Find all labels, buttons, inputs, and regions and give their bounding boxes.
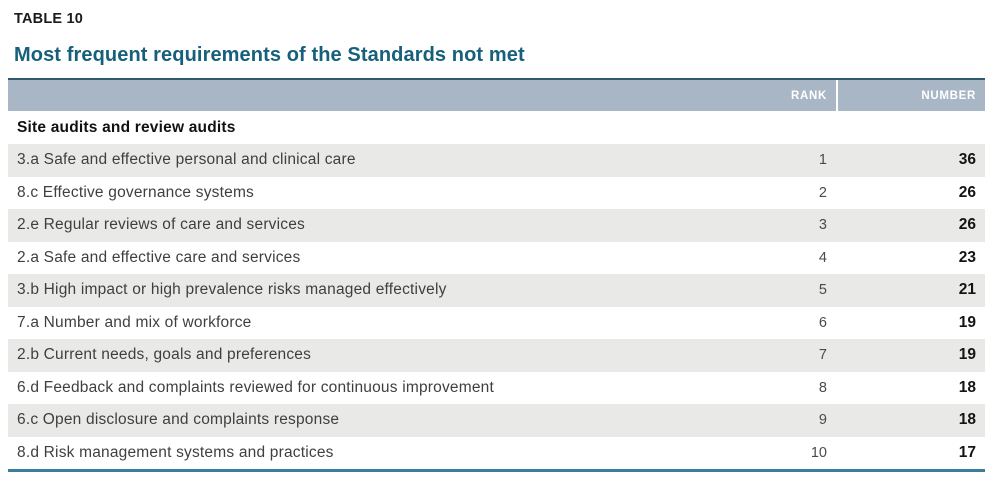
table-row: 8.c Effective governance systems 2 26	[8, 176, 985, 209]
number-cell: 26	[958, 183, 976, 201]
header-number-column: NUMBER	[921, 89, 976, 102]
table-rows: 3.a Safe and effective personal and clin…	[8, 144, 985, 469]
number-cell: 18	[958, 378, 976, 396]
rank-cell: 1	[818, 152, 827, 169]
requirement-cell: 2.b Current needs, goals and preferences	[17, 346, 312, 364]
rank-cell: 8	[818, 379, 827, 396]
number-cell: 19	[958, 346, 976, 364]
table-row: 8.d Risk management systems and practice…	[8, 436, 985, 469]
table-row: 7.a Number and mix of workforce 6 19	[8, 306, 985, 339]
number-cell: 23	[958, 248, 976, 266]
table-title: Most frequent requirements of the Standa…	[14, 44, 525, 66]
requirement-cell: 6.c Open disclosure and complaints respo…	[17, 411, 340, 429]
table-row: 2.a Safe and effective care and services…	[8, 241, 985, 274]
header-column-divider	[836, 80, 838, 111]
rank-cell: 9	[818, 412, 827, 429]
requirement-cell: 2.e Regular reviews of care and services	[17, 216, 305, 234]
standards-not-met-table: RANK NUMBER Site audits and review audit…	[8, 78, 985, 472]
table-row: 3.a Safe and effective personal and clin…	[8, 144, 985, 177]
requirement-cell: 7.a Number and mix of workforce	[17, 313, 252, 331]
number-cell: 19	[958, 313, 976, 331]
table-header-row: RANK NUMBER	[8, 78, 985, 111]
rank-cell: 4	[818, 249, 827, 266]
rank-cell: 7	[818, 347, 827, 364]
number-cell: 21	[958, 281, 976, 299]
requirement-cell: 8.c Effective governance systems	[17, 183, 255, 201]
table-row: 3.b High impact or high prevalence risks…	[8, 274, 985, 307]
rank-cell: 2	[818, 184, 827, 201]
requirement-cell: 6.d Feedback and complaints reviewed for…	[17, 378, 494, 396]
rank-cell: 5	[818, 282, 827, 299]
number-cell: 36	[958, 151, 976, 169]
requirement-cell: 3.a Safe and effective personal and clin…	[17, 151, 356, 169]
number-cell: 17	[958, 443, 976, 461]
requirement-cell: 8.d Risk management systems and practice…	[17, 443, 334, 461]
rank-cell: 3	[818, 217, 827, 234]
requirement-cell: 3.b High impact or high prevalence risks…	[17, 281, 447, 299]
rank-cell: 10	[810, 444, 827, 461]
table-row: 2.e Regular reviews of care and services…	[8, 209, 985, 242]
number-cell: 18	[958, 411, 976, 429]
table-row: 6.c Open disclosure and complaints respo…	[8, 404, 985, 437]
table-number-label: TABLE 10	[14, 11, 84, 27]
number-cell: 26	[958, 216, 976, 234]
section-header-site-audits: Site audits and review audits	[8, 111, 985, 144]
header-rank-column: RANK	[790, 89, 827, 102]
rank-cell: 6	[818, 314, 827, 331]
table-row: 6.d Feedback and complaints reviewed for…	[8, 371, 985, 404]
table-row: 2.b Current needs, goals and preferences…	[8, 339, 985, 372]
requirement-cell: 2.a Safe and effective care and services	[17, 248, 301, 266]
